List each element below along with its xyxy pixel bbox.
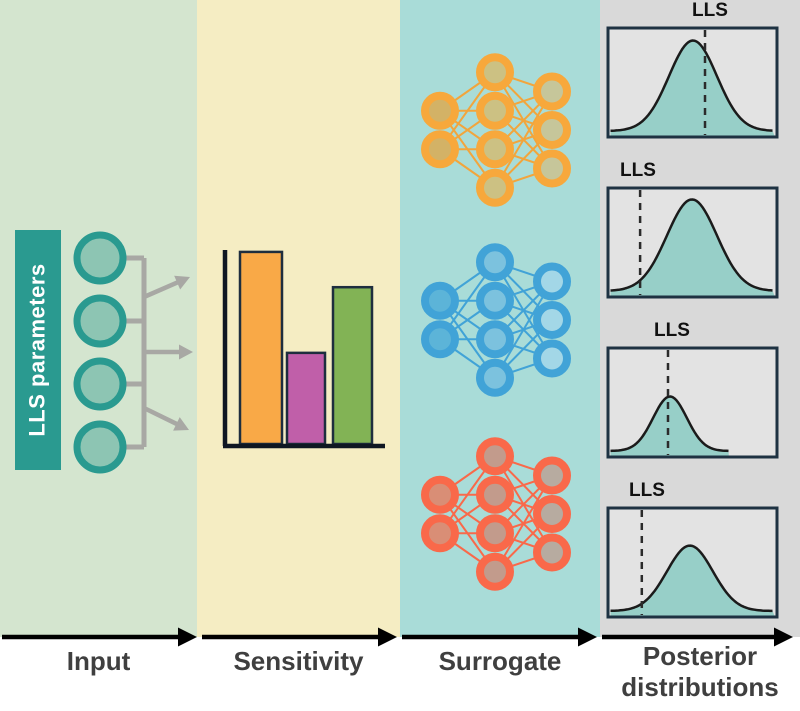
stage-label-input: Input (66, 646, 131, 676)
lls-marker-label-4: LLS (629, 480, 665, 501)
stage-label-sensitivity: Sensitivity (233, 646, 364, 676)
lls-parameters-box: LLS parameters (15, 230, 61, 470)
lls-marker-label-2: LLS (620, 160, 656, 181)
stage-column-sensitivity (197, 0, 400, 637)
stage-column-surrogate (400, 0, 600, 637)
stage-column-posterior (600, 0, 800, 637)
stage-label-surrogate: Surrogate (438, 646, 562, 676)
lls-marker-label-1: LLS (692, 0, 728, 21)
lls-marker-label-3: LLS (654, 320, 690, 341)
stage-label-posterior: Posterior distributions (621, 641, 779, 702)
lls-parameters-label: LLS parameters (25, 263, 51, 437)
